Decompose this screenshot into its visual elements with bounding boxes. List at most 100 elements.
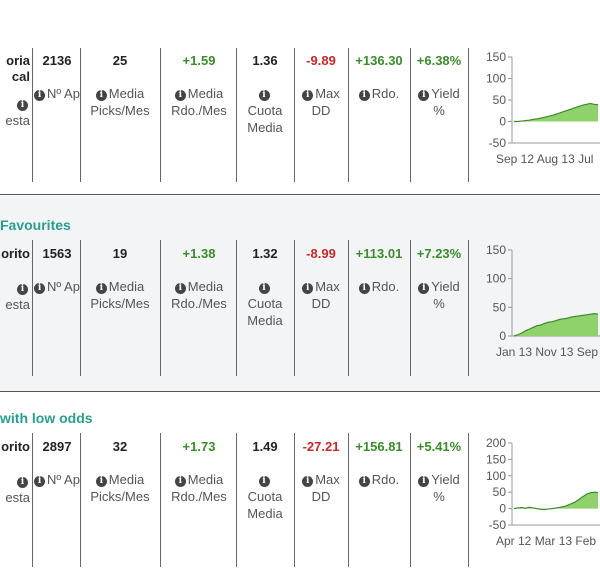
y-tick-label: 100: [486, 469, 506, 483]
picks-value: 19: [112, 246, 128, 261]
info-icon[interactable]: i: [302, 476, 314, 487]
results-chart-3: 200 150 100 50 0 -50 Apr 12 Mar 13 Feb 1: [472, 433, 600, 553]
yield-label: Yield %: [431, 279, 460, 311]
maxdd-label: Max DD: [311, 86, 340, 118]
rdo-label: Rdo.: [371, 279, 400, 294]
rdo-mes-value: +1.38: [182, 246, 216, 261]
info-icon[interactable]: i: [358, 283, 370, 294]
y-tick-label: 100: [486, 72, 506, 86]
info-icon[interactable]: i: [174, 476, 186, 487]
aps-cell: 2136 i Nº Ap: [34, 53, 80, 102]
series-area: [514, 103, 598, 122]
series-line: [513, 313, 599, 337]
y-tick-label: 0: [499, 329, 506, 343]
picks-label: Media Picks/Mes: [90, 86, 150, 118]
head-cell: orito i esta: [0, 439, 30, 506]
head-cell: oria cal i esta: [0, 53, 30, 129]
y-tick-label: 100: [486, 272, 506, 286]
maxdd-label: Max DD: [311, 279, 340, 311]
maxdd-cell: -9.89 i Max DD: [296, 53, 346, 119]
x-tick-labels: Apr 12 Mar 13 Feb 1: [496, 534, 600, 548]
apuesta-label: esta: [5, 113, 30, 128]
info-icon[interactable]: i: [358, 90, 370, 101]
maxdd-value: -27.21: [302, 439, 340, 454]
y-tick-label: 150: [486, 243, 506, 257]
apuesta-label: esta: [5, 297, 30, 312]
info-icon[interactable]: i: [302, 90, 314, 101]
info-icon[interactable]: i: [34, 283, 46, 294]
rdo-cell: +156.81 i Rdo.: [350, 439, 408, 488]
yield-cell: +6.38% i Yield %: [412, 53, 466, 119]
picks-cell: 19 i Media Picks/Mes: [82, 246, 158, 312]
yield-value: +5.41%: [416, 439, 462, 454]
y-tick-label: 0: [499, 502, 506, 516]
y-tick-label: 50: [493, 485, 507, 499]
aps-cell: 2897 i Nº Ap: [34, 439, 80, 488]
info-icon[interactable]: i: [418, 90, 430, 101]
y-tick-label: -50: [489, 518, 507, 532]
x-tick-labels: Sep 12 Aug 13 Jul: [496, 152, 593, 166]
info-icon[interactable]: i: [418, 476, 430, 487]
info-icon[interactable]: i: [174, 90, 186, 101]
aps-label: Nº Ap: [47, 279, 80, 294]
chart-svg: 150 100 50 0 Jan 13 Nov 13 Sep: [486, 243, 600, 359]
series-area: [514, 313, 598, 336]
info-icon[interactable]: i: [302, 283, 314, 294]
info-icon[interactable]: i: [258, 283, 270, 294]
info-icon[interactable]: i: [95, 90, 107, 101]
series-area: [514, 492, 598, 510]
cuota-label: Cuota Media: [247, 103, 283, 135]
info-icon[interactable]: i: [418, 283, 430, 294]
rdo-label: Rdo.: [371, 86, 400, 101]
rdo-mes-label: Media Rdo./Mes: [171, 472, 227, 504]
chart-svg: 200 150 100 50 0 -50 Apr 12 Mar 13 Feb 1: [486, 436, 600, 548]
head-text: oria: [6, 53, 30, 68]
series-line: [513, 491, 599, 511]
chart-svg: 150 100 50 0 -50 Sep 12 Aug 13 Jul: [486, 50, 600, 166]
maxdd-value: -9.89: [306, 53, 336, 68]
section-title: with low odds: [0, 410, 93, 426]
head-text: orito: [1, 246, 30, 261]
info-icon[interactable]: i: [358, 476, 370, 487]
series-line: [514, 102, 599, 123]
aps-value: 1563: [42, 246, 72, 261]
yield-cell: +7.23% i Yield %: [412, 246, 466, 312]
info-icon[interactable]: i: [95, 476, 107, 487]
info-icon[interactable]: i: [258, 476, 270, 487]
cuota-cell: 1.32 i Cuota Media: [238, 246, 292, 329]
stat-block-1: oria cal i esta 2136 i Nº Ap 25 i Media Pi…: [0, 0, 600, 195]
info-icon[interactable]: i: [17, 284, 28, 295]
yield-value: +6.38%: [416, 53, 462, 68]
cuota-value: 1.36: [252, 53, 278, 68]
cuota-cell: 1.36 i Cuota Media: [238, 53, 292, 136]
rdo-mes-value: +1.59: [182, 53, 216, 68]
picks-label: Media Picks/Mes: [90, 279, 150, 311]
yield-cell: +5.41% i Yield %: [412, 439, 466, 505]
aps-value: 2136: [42, 53, 72, 68]
y-tick-label: 50: [493, 93, 507, 107]
cuota-label: Cuota Media: [247, 489, 283, 521]
info-icon[interactable]: i: [95, 283, 107, 294]
info-icon[interactable]: i: [34, 90, 46, 101]
rdo-value: +113.01: [355, 246, 403, 261]
stat-block-2: Favourites orito i esta 1563 i Nº Ap 19 i…: [0, 196, 600, 392]
info-icon[interactable]: i: [17, 477, 28, 488]
stat-block-3: with low odds orito i esta 2897 i Nº Ap 3…: [0, 393, 600, 581]
info-icon[interactable]: i: [17, 100, 28, 111]
maxdd-cell: -27.21 i Max DD: [296, 439, 346, 505]
info-icon[interactable]: i: [34, 476, 46, 487]
info-icon[interactable]: i: [258, 90, 270, 101]
info-icon[interactable]: i: [174, 283, 186, 294]
results-chart-2: 150 100 50 0 Jan 13 Nov 13 Sep: [472, 240, 600, 364]
rdo-cell: +113.01 i Rdo.: [350, 246, 408, 295]
head-text-2: cal: [11, 69, 30, 84]
picks-label: Media Picks/Mes: [90, 472, 150, 504]
rdo-value: +156.81: [355, 439, 403, 454]
picks-cell: 32 i Media Picks/Mes: [82, 439, 158, 505]
results-chart-1: 150 100 50 0 -50 Sep 12 Aug 13 Jul: [472, 47, 600, 171]
picks-cell: 25 i Media Picks/Mes: [82, 53, 158, 119]
y-tick-label: 150: [486, 50, 506, 64]
y-tick-label: -50: [489, 136, 507, 150]
rdo-value: +136.30: [355, 53, 403, 68]
maxdd-cell: -8.99 i Max DD: [296, 246, 346, 312]
